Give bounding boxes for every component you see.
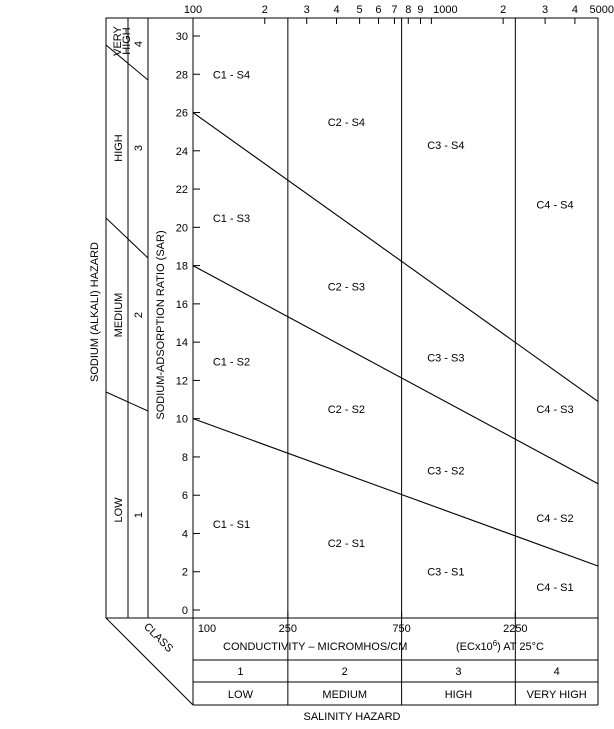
zone-label-c2-s1: C2 - S1 [328,538,365,550]
y-tick-label: 28 [176,69,188,81]
zone-label-c1-s3: C1 - S3 [213,213,250,225]
sar-axis-label: SODIUM-ADSORPTION RATIO (SAR) [155,230,167,419]
top-tick-label: 7 [391,4,397,16]
y-tick-label: 10 [176,414,188,426]
salinity-class-name: HIGH [445,689,473,701]
bottom-tick-label: 250 [279,623,297,635]
zone-label-c3-s1: C3 - S1 [427,567,464,579]
zone-label-c2-s3: C2 - S3 [328,282,365,294]
perspective-edge [105,617,194,706]
y-tick-label: 2 [182,567,188,579]
zone-label-c3-s4: C3 - S4 [427,140,464,152]
zone-label-c2-s4: C2 - S4 [328,117,365,129]
zone-label-c4-s1: C4 - S1 [536,582,573,594]
top-tick-label: 3 [542,4,548,16]
zone-label-c3-s3: C3 - S3 [427,352,464,364]
bottom-tick-label: 2250 [503,623,527,635]
zone-label-c4-s2: C4 - S2 [536,513,573,525]
y-tick-label: 12 [176,375,188,387]
salinity-class-number: 1 [237,666,243,678]
sodium-classes: VERY HIGH 4 HIGH 3 MEDIUM 2 LOW 1 [112,25,145,522]
sodium-boundary-s3 [105,217,149,259]
sodium-boundary-s4 [105,44,149,81]
top-tick-label: 1000 [433,4,457,16]
zone-labels: C1 - S4 C1 - S3 C1 - S2 C1 - S1 C2 - S4 C2 - … [213,69,574,594]
diagram-frame [105,17,599,706]
conductivity-units: (ECx106) AT 25°C [456,639,544,653]
top-tick-label: 5000 [590,4,614,16]
y-tick-label: 26 [176,108,188,120]
y-tick-label: 30 [176,31,188,43]
salinity-class-number: 2 [342,666,348,678]
zone-label-c4-s3: C4 - S3 [536,404,573,416]
units-superscript: 6 [493,639,498,648]
zone-label-c1-s1: C1 - S1 [213,519,250,531]
top-tick-label: 2 [262,4,268,16]
salinity-boundaries [287,18,516,705]
zone-label-c1-s4: C1 - S4 [213,69,250,81]
units-suffix: ) AT 25°C [497,641,544,653]
y-tick-label: 8 [182,452,188,464]
sodium-class-3-name: HIGH [113,134,125,162]
y-tick-label: 20 [176,222,188,234]
sodium-hazard-title: SODIUM (ALKALI) HAZARD [89,242,101,382]
zone-label-c3-s2: C3 - S2 [427,465,464,477]
top-tick-label: 4 [572,4,578,16]
sodium-class-3-number: 3 [133,145,145,151]
zone-label-c4-s4: C4 - S4 [536,199,573,211]
sodium-class-4-name-line1: VERY [112,25,124,55]
y-tick-label: 16 [176,299,188,311]
top-tick-label: 9 [417,4,423,16]
y-tick-label: 0 [182,605,188,617]
hazard-line-s3-s4 [192,112,599,402]
bottom-tick-label: 100 [198,623,216,635]
top-axis: 100 2 3 4 5 6 7 8 9 1000 2 3 4 5000 [184,4,614,24]
top-tick-label: 4 [333,4,339,16]
zone-label-c2-s2: C2 - S2 [328,404,365,416]
top-tick-label: 2 [500,4,506,16]
top-tick-label: 5 [357,4,363,16]
outer-frame [105,17,599,619]
y-tick-label: 24 [176,146,188,158]
bottom-tick-label: 750 [392,623,410,635]
sodium-class-1-name: LOW [113,497,125,523]
salinity-class-name: LOW [228,689,254,701]
hazard-line-s2-s3 [192,265,599,485]
salinity-class-name: VERY HIGH [527,689,587,701]
conductivity-axis-label: CONDUCTIVITY – MICROMHOS/CM [223,641,407,653]
sodium-class-2-number: 2 [133,312,145,318]
bottom-axis: 100 250 750 2250 [192,612,528,635]
salinity-class-number: 4 [554,666,560,678]
hazard-line-s1-s2 [192,418,599,567]
class-label: CLASS [141,621,175,655]
top-tick-label: 3 [304,4,310,16]
salinity-class-number: 3 [455,666,461,678]
y-tick-label: 6 [182,490,188,502]
top-tick-label: 6 [375,4,381,16]
y-tick-label: 4 [182,528,188,540]
sodium-class-4-name-line2: HIGH [121,27,133,55]
salinity-class-table: 1 LOW 2 MEDIUM 3 HIGH 4 VERY HIGH [228,666,587,701]
zone-label-c1-s2: C1 - S2 [213,356,250,368]
sodium-class-4-number: 4 [133,41,145,47]
salinity-class-name: MEDIUM [322,689,367,701]
sodium-class-2-name: MEDIUM [113,293,125,338]
sodium-boundary-s2 [105,391,149,412]
hazard-lines [192,112,599,567]
top-tick-label: 100 [184,4,202,16]
salinity-hazard-title: SALINITY HAZARD [304,711,401,723]
top-tick-label: 8 [405,4,411,16]
units-prefix: (ECx10 [456,641,493,653]
sodium-class-1-number: 1 [133,512,145,518]
y-tick-label: 14 [176,337,188,349]
y-tick-label: 18 [176,261,188,273]
y-tick-label: 22 [176,184,188,196]
